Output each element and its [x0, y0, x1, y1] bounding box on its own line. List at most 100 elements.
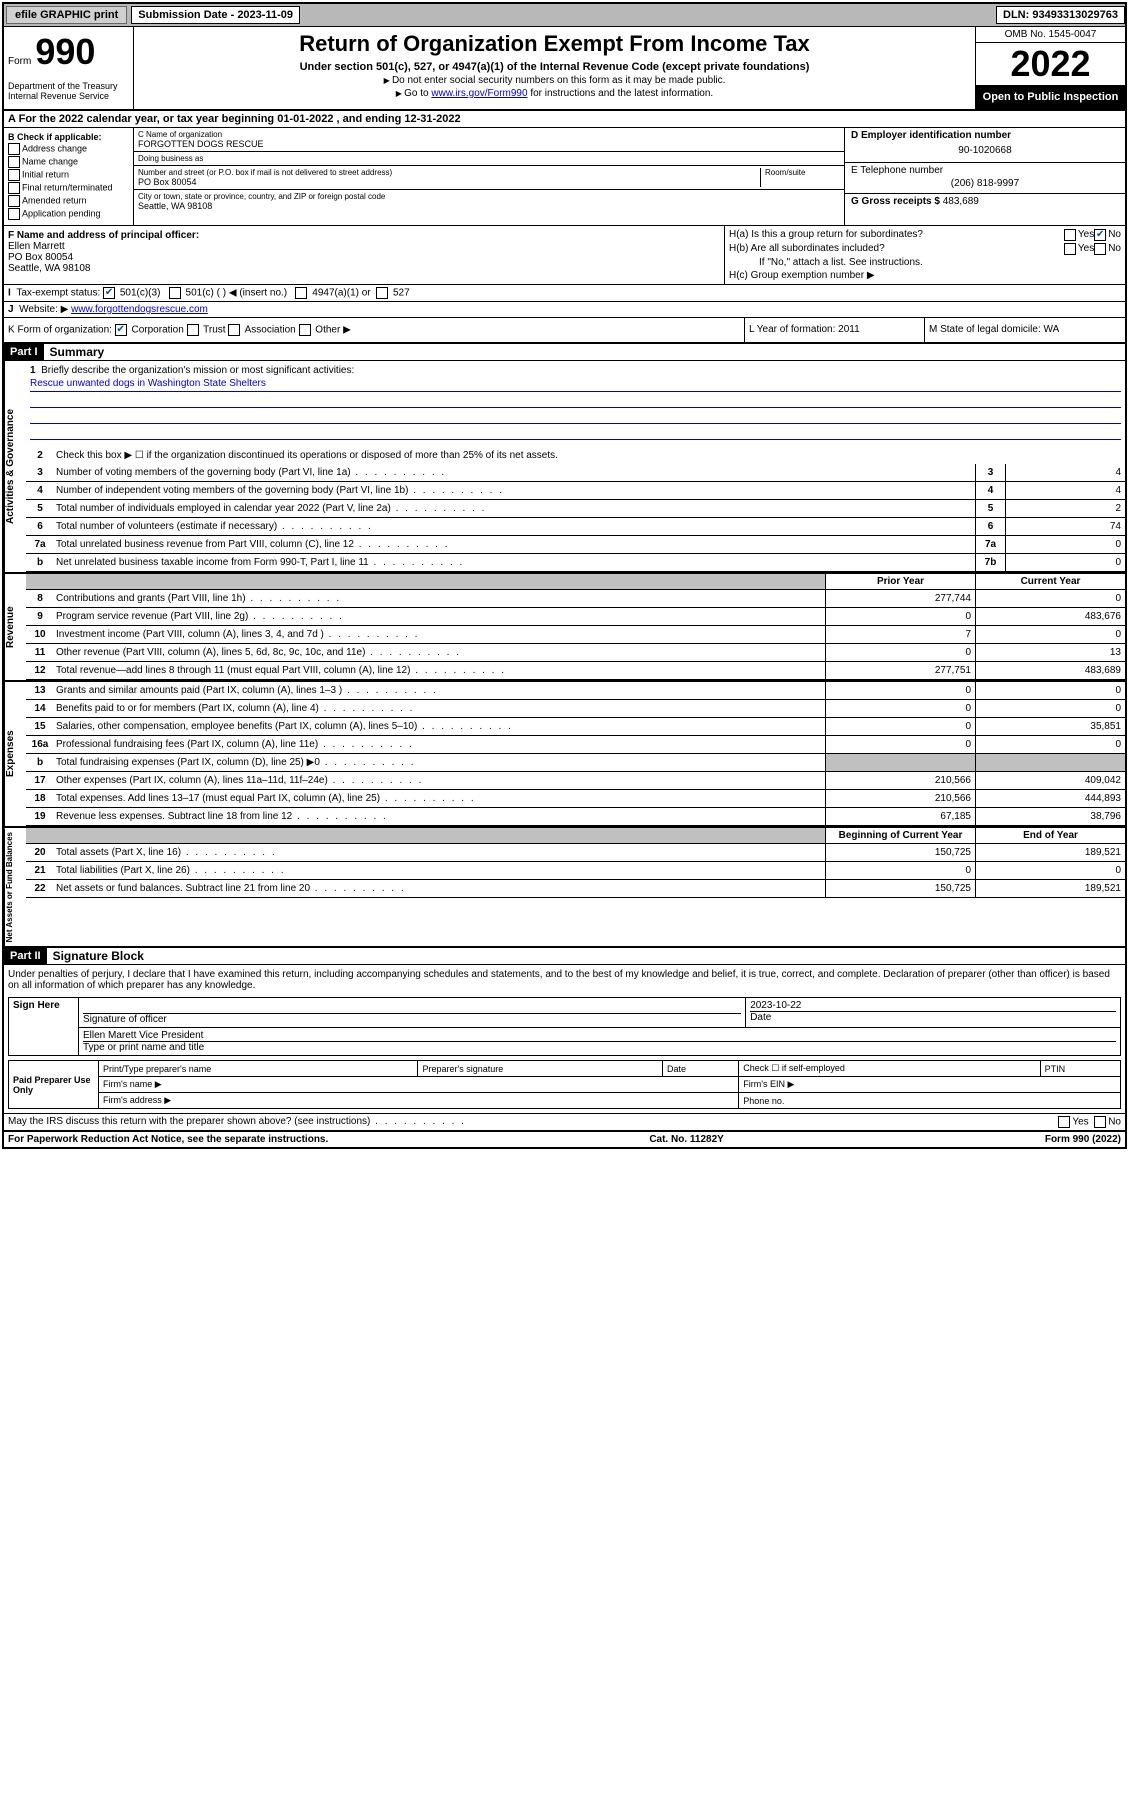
col-c-org-info: C Name of organizationFORGOTTEN DOGS RES…	[134, 128, 845, 225]
form-subtitle: Under section 501(c), 527, or 4947(a)(1)…	[138, 61, 971, 73]
revenue-side-label: Revenue	[4, 574, 26, 680]
501c-check[interactable]	[169, 287, 181, 299]
org-name-label: C Name of organization	[138, 130, 840, 139]
ha-label: H(a) Is this a group return for subordin…	[729, 229, 1064, 241]
col-f-officer: F Name and address of principal officer:…	[4, 226, 725, 284]
block-f-h: F Name and address of principal officer:…	[4, 226, 1125, 285]
firm-phone-label: Phone no.	[739, 1093, 1121, 1109]
tax-year-range: For the 2022 calendar year, or tax year …	[19, 113, 461, 125]
part1-badge: Part I	[4, 344, 44, 360]
part2-badge: Part II	[4, 948, 47, 964]
mission-blank-1	[30, 394, 1121, 408]
row-14: 14 Benefits paid to or for members (Part…	[26, 700, 1125, 718]
current-year-hdr: Current Year	[975, 574, 1125, 589]
ptin-label: PTIN	[1040, 1061, 1120, 1077]
part2-header: Part II Signature Block	[4, 946, 1125, 965]
hc-label: H(c) Group exemption number ▶	[729, 270, 875, 281]
expenses-side-label: Expenses	[4, 682, 26, 826]
ein-label: D Employer identification number	[851, 130, 1119, 141]
discuss-row: May the IRS discuss this return with the…	[4, 1113, 1125, 1130]
mission-blank-2	[30, 410, 1121, 424]
col-b-checkboxes: B Check if applicable: Address change Na…	[4, 128, 134, 225]
ssn-warning: Do not enter social security numbers on …	[138, 75, 971, 86]
net-assets-section: Net Assets or Fund Balances Beginning of…	[4, 826, 1125, 946]
sig-officer-label: Signature of officer	[83, 1014, 167, 1025]
527-check[interactable]	[376, 287, 388, 299]
initial-return-check[interactable]: Initial return	[8, 169, 129, 181]
sig-date-label: Date	[750, 1011, 1116, 1023]
trust-check[interactable]	[187, 324, 199, 336]
end-year-hdr: End of Year	[975, 828, 1125, 843]
final-return-check[interactable]: Final return/terminated	[8, 182, 129, 194]
addr-change-check[interactable]: Address change	[8, 143, 129, 155]
gross-receipts-label: G Gross receipts $	[851, 196, 940, 207]
application-pending-check[interactable]: Application pending	[8, 208, 129, 220]
gov-row-4: 4 Number of independent voting members o…	[26, 482, 1125, 500]
check-applicable-label: B Check if applicable:	[8, 132, 129, 142]
row-17: 17 Other expenses (Part IX, column (A), …	[26, 772, 1125, 790]
hb-no-check[interactable]	[1094, 243, 1106, 255]
amended-check[interactable]: Amended return	[8, 195, 129, 207]
col-h-group: H(a) Is this a group return for subordin…	[725, 226, 1125, 284]
officer-name: Ellen Marrett	[8, 241, 720, 252]
ha-yes-check[interactable]	[1064, 229, 1076, 241]
efile-print-button[interactable]: efile GRAPHIC print	[6, 6, 127, 24]
form-number: 990	[35, 31, 95, 73]
row-j-website: J Website: ▶ www.forgottendogsrescue.com	[4, 301, 1125, 317]
corp-check[interactable]	[115, 324, 127, 336]
officer-addr2: Seattle, WA 98108	[8, 263, 720, 274]
dln-label: DLN: 93493313029763	[996, 6, 1125, 24]
paid-preparer-label: Paid Preparer Use Only	[9, 1061, 99, 1109]
footer-line: For Paperwork Reduction Act Notice, see …	[4, 1130, 1125, 1147]
gov-row-b: b Net unrelated business taxable income …	[26, 554, 1125, 572]
cat-number: Cat. No. 11282Y	[649, 1134, 723, 1145]
col-l-year: L Year of formation: 2011	[745, 318, 925, 342]
room-label: Room/suite	[765, 168, 840, 177]
discuss-no-check[interactable]	[1094, 1116, 1106, 1128]
part1-title: Summary	[50, 345, 105, 359]
expenses-section: Expenses 13 Grants and similar amounts p…	[4, 680, 1125, 826]
part2-title: Signature Block	[53, 949, 144, 963]
other-check[interactable]	[299, 324, 311, 336]
sign-here-table: Sign Here Signature of officer 2023-10-2…	[8, 997, 1121, 1056]
part1-header: Part I Summary	[4, 344, 1125, 361]
preparer-sig-label: Preparer's signature	[418, 1061, 663, 1077]
ha-no-check[interactable]	[1094, 229, 1106, 241]
assoc-check[interactable]	[228, 324, 240, 336]
instr-post: for instructions and the latest informat…	[530, 88, 713, 99]
formation-year: 2011	[838, 324, 860, 335]
col-m-state: M State of legal domicile: WA	[925, 318, 1125, 342]
form-header: Form 990 Department of the Treasury Inte…	[4, 27, 1125, 111]
tax-status-label: Tax-exempt status:	[16, 288, 100, 299]
hb-yes-check[interactable]	[1064, 243, 1076, 255]
preparer-date-label: Date	[662, 1061, 738, 1077]
mission-text: Rescue unwanted dogs in Washington State…	[30, 378, 1121, 392]
form-prefix: Form	[8, 56, 31, 67]
website-label: Website: ▶	[19, 304, 68, 315]
revenue-section: Revenue Prior YearCurrent Year 8 Contrib…	[4, 572, 1125, 680]
self-employed-check[interactable]: Check ☐ if self-employed	[739, 1061, 1040, 1077]
hb-note: If "No," attach a list. See instructions…	[729, 257, 1121, 268]
addr-value: PO Box 80054	[138, 177, 760, 187]
sig-date-value: 2023-10-22	[750, 1000, 1116, 1011]
dba-label: Doing business as	[138, 154, 840, 163]
officer-label: F Name and address of principal officer:	[8, 230, 720, 241]
block-k-l-m: K Form of organization: Corporation Trus…	[4, 318, 1125, 344]
net-side-label: Net Assets or Fund Balances	[4, 828, 26, 946]
row-20: 20 Total assets (Part X, line 16) 150,72…	[26, 844, 1125, 862]
irs-link[interactable]: www.irs.gov/Form990	[431, 88, 527, 99]
department-label: Department of the Treasury Internal Reve…	[8, 81, 129, 101]
name-change-check[interactable]: Name change	[8, 156, 129, 168]
org-name: FORGOTTEN DOGS RESCUE	[138, 139, 840, 149]
row-16a: 16a Professional fundraising fees (Part …	[26, 736, 1125, 754]
begin-year-hdr: Beginning of Current Year	[825, 828, 975, 843]
discuss-yes-check[interactable]	[1058, 1116, 1070, 1128]
instr-pre: Go to	[404, 88, 431, 99]
501c3-check[interactable]	[103, 287, 115, 299]
website-link[interactable]: www.forgottendogsrescue.com	[71, 304, 208, 315]
firm-name-label: Firm's name ▶	[99, 1077, 739, 1093]
row-b: b Total fundraising expenses (Part IX, c…	[26, 754, 1125, 772]
4947-check[interactable]	[295, 287, 307, 299]
gov-row-5: 5 Total number of individuals employed i…	[26, 500, 1125, 518]
gov-row-6: 6 Total number of volunteers (estimate i…	[26, 518, 1125, 536]
